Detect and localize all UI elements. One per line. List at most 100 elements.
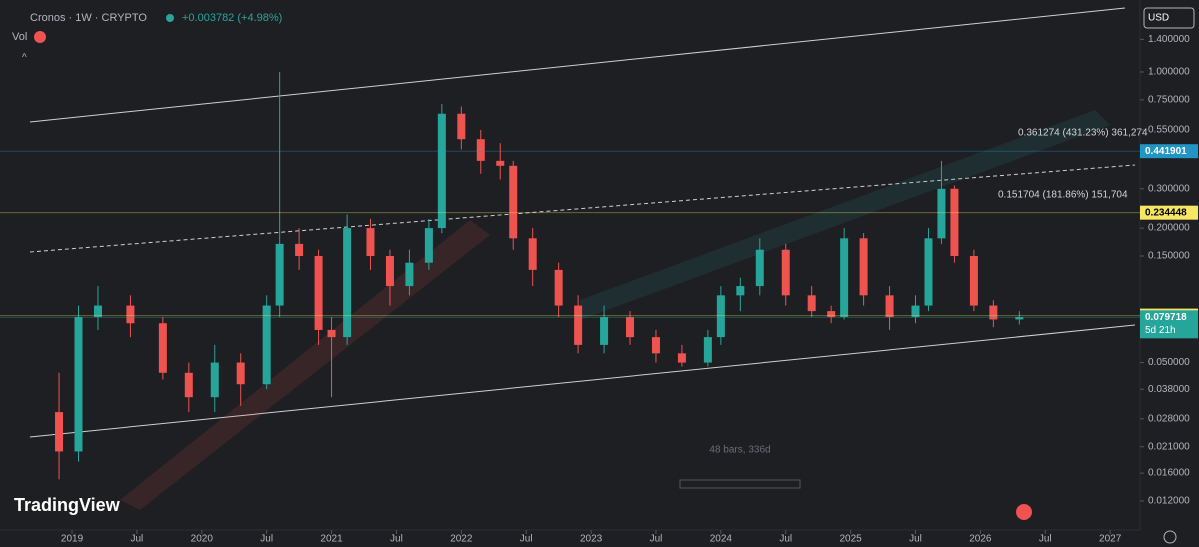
candle-body xyxy=(528,238,537,270)
x-tick-label: Jul xyxy=(260,534,273,545)
y-tick-label: 1.000000 xyxy=(1148,67,1190,78)
candle-body xyxy=(937,188,946,239)
x-tick-label: 2023 xyxy=(580,534,603,545)
price-badge xyxy=(1140,310,1198,339)
candle-body xyxy=(184,372,193,398)
countdown: 5d 21h xyxy=(1145,325,1176,336)
candle-body xyxy=(385,256,394,287)
x-tick-label: Jul xyxy=(390,534,403,545)
candle-body xyxy=(911,305,920,317)
x-tick-label: Jul xyxy=(909,534,922,545)
candle-body xyxy=(275,243,284,306)
candle-body xyxy=(437,113,446,229)
status-dot xyxy=(166,14,174,22)
x-tick-label: Jul xyxy=(779,534,792,545)
candle-body xyxy=(210,362,219,398)
x-tick-label: 2022 xyxy=(450,534,473,545)
currency-button[interactable] xyxy=(1143,7,1195,29)
y-tick-label: 0.028000 xyxy=(1148,413,1190,424)
candle-body xyxy=(885,295,894,317)
x-tick-label: 2020 xyxy=(191,534,214,545)
x-tick-label: 2025 xyxy=(839,534,862,545)
candle-body xyxy=(969,256,978,306)
y-tick-label: 0.750000 xyxy=(1148,95,1190,106)
event-icon[interactable] xyxy=(1016,504,1032,520)
price-badge xyxy=(1140,144,1198,159)
candle-body xyxy=(262,305,271,385)
price-badge xyxy=(1140,205,1198,220)
y-tick-label: 0.038000 xyxy=(1148,384,1190,395)
candle-body xyxy=(74,316,83,452)
candle-body xyxy=(651,337,660,354)
candle-body xyxy=(554,269,563,306)
symbol: Cronos · 1W · CRYPTO xyxy=(30,12,147,24)
currency-label[interactable]: USD xyxy=(1148,13,1169,24)
candle-body xyxy=(989,305,998,320)
channel-bottom xyxy=(29,324,1136,438)
y-tick-label: 0.550000 xyxy=(1148,125,1190,136)
trend-zone xyxy=(120,220,490,510)
y-tick-label: 0.016000 xyxy=(1148,468,1190,479)
candle-body xyxy=(93,305,102,317)
y-tick-label: 0.012000 xyxy=(1148,496,1190,507)
candle-body xyxy=(677,353,686,363)
x-tick-label: Jul xyxy=(131,534,144,545)
y-tick-label: 0.050000 xyxy=(1148,357,1190,368)
candle-body xyxy=(343,228,352,338)
candle-body xyxy=(736,286,745,296)
candle-body xyxy=(626,316,635,338)
candle-body xyxy=(295,243,304,257)
warning-icon xyxy=(34,31,46,43)
range-box xyxy=(679,479,801,489)
candle-body xyxy=(950,188,959,257)
collapse-arrow[interactable]: ^ xyxy=(22,53,27,64)
price-badge-label: 0.234448 xyxy=(1145,207,1187,218)
candle-body xyxy=(327,329,336,338)
candle-body xyxy=(1015,316,1024,320)
candle-body xyxy=(405,262,414,287)
annotation: 48 bars, 336d xyxy=(709,445,770,456)
candle-body xyxy=(236,362,245,385)
candle-body xyxy=(158,323,167,373)
candle-body xyxy=(55,412,64,452)
candle-body xyxy=(840,238,849,317)
trend-zone xyxy=(580,110,1110,320)
candle-body xyxy=(476,139,485,161)
volume-label: Vol xyxy=(12,31,27,43)
x-tick-label: 2024 xyxy=(710,534,733,545)
annotation: 0.361274 (431.23%) 361,274 xyxy=(1018,128,1148,139)
x-tick-label: 2019 xyxy=(61,534,84,545)
candle-body xyxy=(366,228,375,257)
candle-body xyxy=(314,256,323,330)
x-tick-label: 2027 xyxy=(1099,534,1122,545)
candle-body xyxy=(781,249,790,296)
logo: TradingView xyxy=(14,495,121,515)
settings-icon[interactable] xyxy=(1163,530,1177,544)
candle-body xyxy=(755,249,764,287)
y-tick-label: 1.400000 xyxy=(1148,34,1190,45)
x-tick-label: Jul xyxy=(1039,534,1052,545)
candle-body xyxy=(807,295,816,312)
candle-body xyxy=(509,165,518,239)
candle-body xyxy=(126,305,135,324)
candle-body xyxy=(859,238,868,296)
channel-mid xyxy=(29,164,1136,253)
candle-body xyxy=(574,305,583,345)
y-tick-label: 0.300000 xyxy=(1148,183,1190,194)
candle-body xyxy=(600,316,609,345)
annotation: 0.151704 (181.86%) 151,704 xyxy=(998,190,1128,201)
price-badge-label: 0.079718 xyxy=(1145,312,1187,323)
candle-body xyxy=(703,337,712,363)
price-badge-label: 0.441901 xyxy=(1145,146,1187,157)
y-tick-label: 0.021000 xyxy=(1148,441,1190,452)
x-tick-label: Jul xyxy=(520,534,533,545)
price-change: +0.003782 (+4.98%) xyxy=(182,12,282,24)
channel-top xyxy=(29,7,1126,123)
candle-body xyxy=(457,113,466,140)
candle-body xyxy=(827,311,836,317)
candle-body xyxy=(424,228,433,263)
x-tick-label: 2021 xyxy=(320,534,343,545)
candle-body xyxy=(924,238,933,306)
